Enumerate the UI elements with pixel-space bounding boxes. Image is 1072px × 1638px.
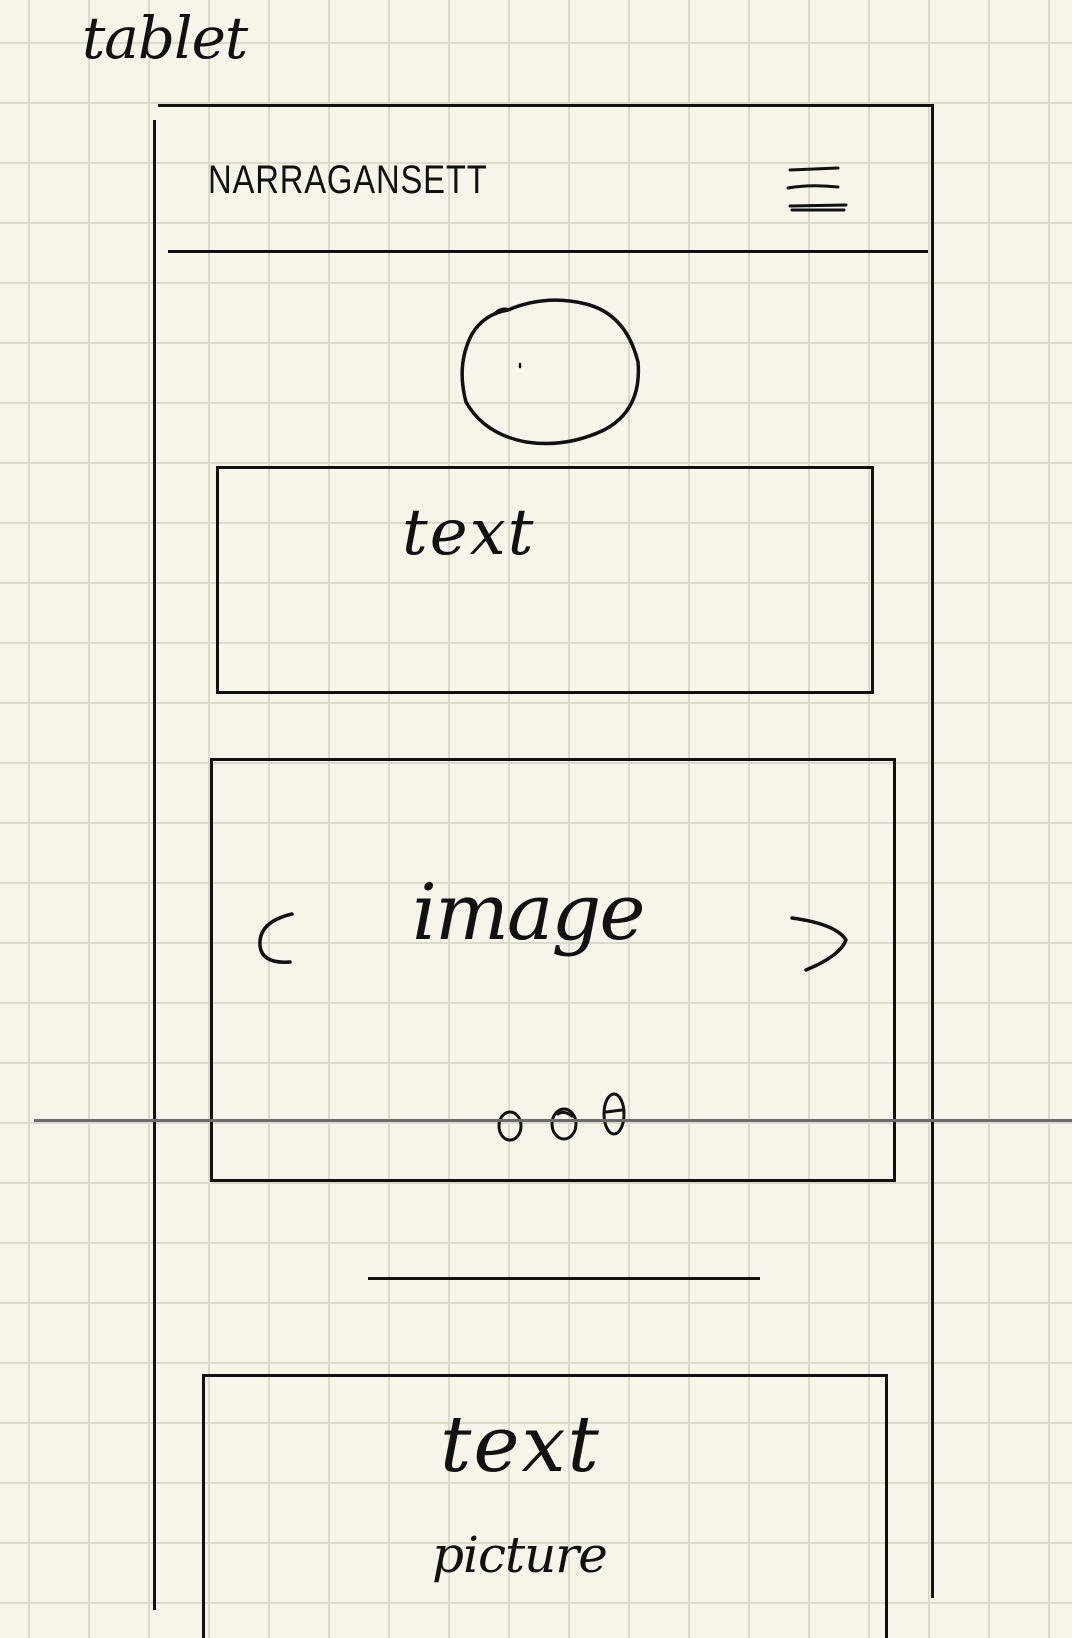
text-block-label: text xyxy=(402,496,536,570)
frame-top-edge xyxy=(158,104,934,107)
carousel-prev-arrow-icon[interactable] xyxy=(252,906,296,970)
carousel-image-label: image xyxy=(412,868,646,958)
section-divider xyxy=(368,1277,760,1280)
fold-guide-line xyxy=(34,1119,1072,1122)
bottom-card-title: text xyxy=(440,1400,601,1490)
bottom-card xyxy=(202,1374,888,1638)
carousel-dots[interactable] xyxy=(488,1090,628,1146)
image-carousel[interactable] xyxy=(210,758,896,1182)
avatar-placeholder xyxy=(456,292,642,452)
header-divider xyxy=(168,250,928,253)
frame-right-edge xyxy=(931,104,934,1598)
hamburger-menu-icon[interactable] xyxy=(786,164,850,214)
text-block xyxy=(216,466,874,694)
sheet-label: tablet xyxy=(82,4,248,72)
bottom-card-subtitle: picture xyxy=(432,1526,608,1584)
frame-left-edge xyxy=(153,120,156,1610)
carousel-next-arrow-icon[interactable] xyxy=(786,910,852,976)
header-brand[interactable]: NARRAGANSETT xyxy=(208,158,488,202)
